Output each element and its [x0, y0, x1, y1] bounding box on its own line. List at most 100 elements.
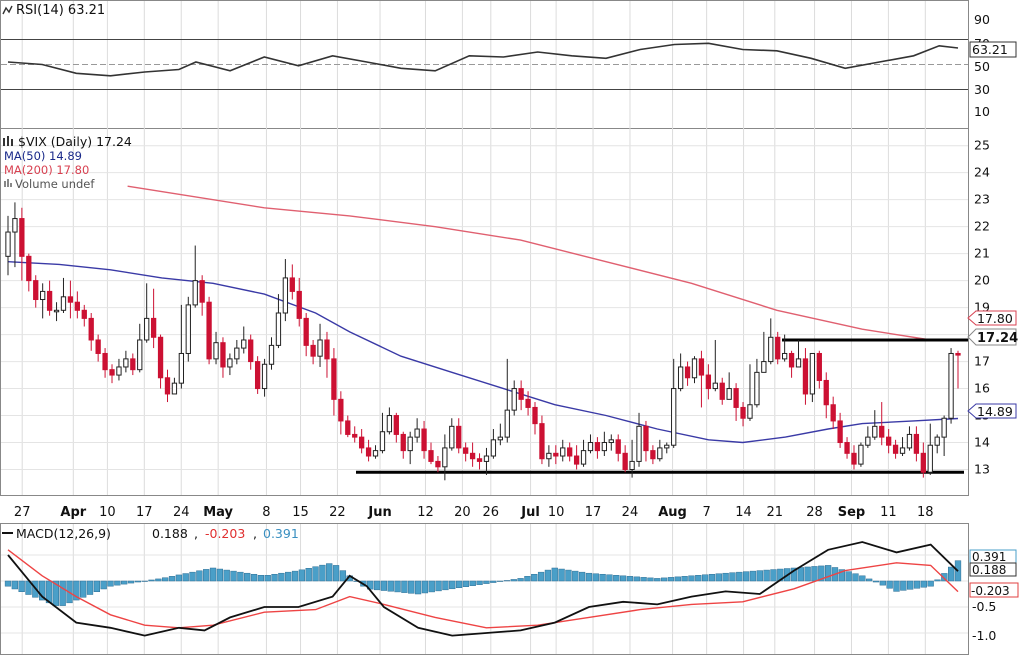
candle-body	[580, 450, 587, 465]
macd-histogram-bar	[900, 580, 907, 591]
candle-body	[185, 304, 191, 354]
x-tick-label: 14	[735, 505, 752, 520]
candle-body	[754, 371, 760, 406]
candle-body	[636, 425, 642, 462]
candle-body	[74, 301, 80, 311]
macd-legend: MACD(12,26,9) 0.188 , -0.203 , 0.391	[2, 526, 299, 541]
candle-body	[629, 460, 635, 471]
candle-body	[525, 398, 531, 408]
candle-body	[227, 358, 233, 368]
candle-body	[144, 317, 150, 341]
macd-histogram-bar	[168, 576, 176, 582]
macd-histogram-bar	[490, 580, 497, 583]
macd-histogram-bar	[271, 573, 278, 582]
macd-histogram-bar	[223, 569, 230, 582]
candle-body	[303, 317, 309, 346]
candle-body	[456, 425, 462, 449]
last-price-tag: 17.24	[967, 328, 1018, 346]
macd-histogram-bar	[39, 580, 46, 601]
candle-body	[941, 417, 947, 438]
candle-body	[518, 388, 524, 400]
rsi-legend-icon	[2, 5, 13, 15]
ma50-tag: 14.89	[967, 403, 1017, 419]
candle-body	[740, 406, 746, 419]
macd-histogram-bar	[770, 569, 777, 582]
macd-histogram-bar	[278, 572, 285, 582]
price-panel-frame	[0, 128, 969, 496]
price-tick: 25	[974, 138, 990, 153]
candle-body	[698, 358, 705, 376]
macd-histogram-bar	[285, 571, 292, 582]
macd-histogram-bar	[708, 573, 716, 582]
macd-value-box	[969, 562, 1017, 577]
x-tick-label: 10	[548, 505, 565, 520]
macd-histogram-bar	[606, 574, 613, 582]
candle-body	[88, 317, 94, 341]
macd-histogram-bar	[818, 565, 825, 582]
macd-histogram-bar	[175, 574, 183, 582]
macd-histogram-bar	[155, 578, 162, 582]
macd-histogram-bar	[442, 580, 449, 591]
ma200-tag-box	[967, 310, 1017, 326]
candle-body	[837, 420, 843, 444]
last-price-tag-box	[967, 328, 1017, 346]
price-legend-ma200: MA(200) 17.80	[4, 163, 89, 177]
macd-histogram-bar	[804, 566, 811, 582]
rsi-last-tag: 63.21	[969, 41, 1017, 58]
candle-body	[934, 436, 940, 446]
macd-histogram-bar	[585, 572, 593, 582]
price-tick: 22	[974, 219, 990, 234]
macd-histogram-bar	[162, 577, 169, 582]
macd-histogram-bar	[428, 580, 435, 593]
x-tick-label: Apr	[60, 505, 86, 520]
candle-body	[324, 339, 330, 360]
macd-histogram-bar	[927, 580, 934, 587]
macd-histogram-bar	[182, 573, 189, 582]
candle-body	[463, 447, 469, 454]
macd-histogram-bar	[695, 575, 702, 582]
candle-body	[317, 339, 323, 357]
macd-histogram-bar	[305, 568, 312, 582]
macd-histogram-bar	[565, 569, 572, 582]
macd-axis: -0.5 -1.0	[972, 599, 996, 643]
x-tick-label: 18	[917, 505, 934, 520]
candle-body	[414, 428, 420, 438]
macd-histogram-bar	[134, 580, 141, 583]
candle-body	[331, 358, 337, 400]
candle-body	[511, 388, 517, 411]
macd-histogram-bar	[613, 575, 620, 582]
rsi-tick: 30	[974, 82, 990, 97]
x-tick-label: Sep	[838, 505, 866, 520]
macd-signal-tag: -0.203	[969, 582, 1019, 598]
macd-histogram-bar	[729, 572, 736, 582]
x-tick-label: 11	[880, 505, 897, 520]
candle-body	[95, 339, 101, 354]
rsi-last-label: 63.21	[972, 42, 1008, 57]
candle-body	[421, 428, 427, 452]
macd-histogram-bar	[237, 571, 244, 582]
ma200-line	[127, 185, 958, 341]
candle-body	[116, 366, 122, 376]
price-legend: $VIX (Daily) 17.24 MA(50) 14.89 MA(200) …	[3, 134, 132, 191]
candle-body	[33, 280, 39, 301]
candle-body	[248, 339, 254, 363]
macd-histogram-bar	[660, 577, 668, 582]
rsi-tick: 10	[974, 104, 990, 119]
macd-histogram-bar	[667, 577, 675, 582]
macd-histogram-bar	[73, 580, 80, 601]
macd-legend-name: MACD(12,26,9)	[16, 526, 111, 541]
candle-body	[955, 352, 961, 356]
macd-histogram-bar	[503, 580, 511, 582]
macd-histogram-bar	[763, 569, 770, 582]
candle-body	[234, 347, 240, 360]
macd-histogram-bar	[373, 580, 381, 591]
macd-histogram-bar	[387, 580, 394, 592]
candle-body	[657, 447, 663, 460]
candle-body	[823, 379, 829, 406]
candle-body	[261, 363, 268, 390]
macd-tick: -0.5	[972, 599, 996, 614]
candle-body	[532, 406, 538, 425]
candle-body	[671, 388, 677, 446]
candle-body	[26, 255, 32, 282]
